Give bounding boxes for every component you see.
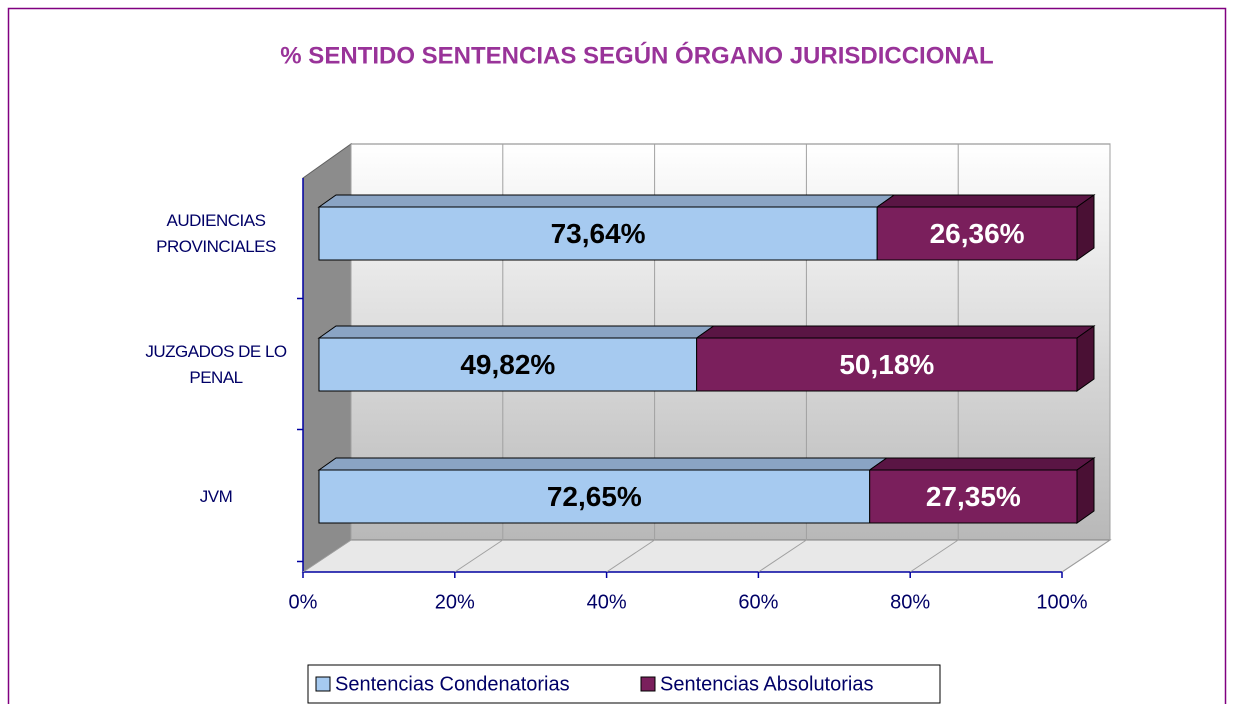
data-label: 72,65% xyxy=(547,481,642,512)
y-tick-label: AUDIENCIAS PROVINCIALES xyxy=(156,210,276,256)
bar-side xyxy=(1076,194,1095,261)
data-label: 26,36% xyxy=(930,218,1025,249)
bar xyxy=(869,469,1078,524)
data-label: 50,18% xyxy=(839,349,934,380)
x-tick-label: 100% xyxy=(1036,591,1087,613)
bar-top xyxy=(317,325,716,339)
data-label: 49,82% xyxy=(460,349,555,380)
floor xyxy=(301,539,1112,573)
x-tick-label: 80% xyxy=(890,591,930,613)
bar-top xyxy=(317,194,896,208)
bar-top xyxy=(317,457,889,471)
floor-grid-line xyxy=(454,539,504,573)
legend-box xyxy=(307,664,941,704)
data-label: 73,64% xyxy=(551,218,646,249)
frame xyxy=(7,7,1227,704)
floor-grid-line xyxy=(758,539,807,573)
y-tick-label: JUZGADOS DE LO PENAL xyxy=(145,341,287,387)
chart-title: % SENTIDO SENTENCIAS SEGÚN ÓRGANO JURISD… xyxy=(280,41,993,69)
legend-swatch xyxy=(315,676,331,692)
bar-top xyxy=(875,194,1096,208)
floor-grid-line xyxy=(302,539,352,573)
floor-grid-line xyxy=(1061,539,1111,573)
data-label: 27,35% xyxy=(926,481,1021,512)
bar-side xyxy=(1076,457,1095,524)
floor-grid-line xyxy=(606,539,655,573)
x-tick-label: 60% xyxy=(738,591,778,613)
bar-top xyxy=(695,325,1096,339)
bar xyxy=(876,206,1078,261)
bar-top xyxy=(868,457,1096,471)
x-tick-label: 40% xyxy=(587,591,627,613)
x-tick-label: 0% xyxy=(289,591,318,613)
bar xyxy=(696,337,1078,392)
bar-side xyxy=(1076,325,1095,392)
bar xyxy=(318,206,878,261)
legend-swatch xyxy=(640,676,656,692)
x-tick-label: 20% xyxy=(435,591,475,613)
floor-grid-line xyxy=(909,539,959,573)
y-tick-label: JVM xyxy=(199,486,233,506)
bar xyxy=(318,337,698,392)
bar xyxy=(318,469,871,524)
legend-label: Sentencias Condenatorias xyxy=(335,673,570,695)
legend-label: Sentencias Absolutorias xyxy=(660,673,873,695)
